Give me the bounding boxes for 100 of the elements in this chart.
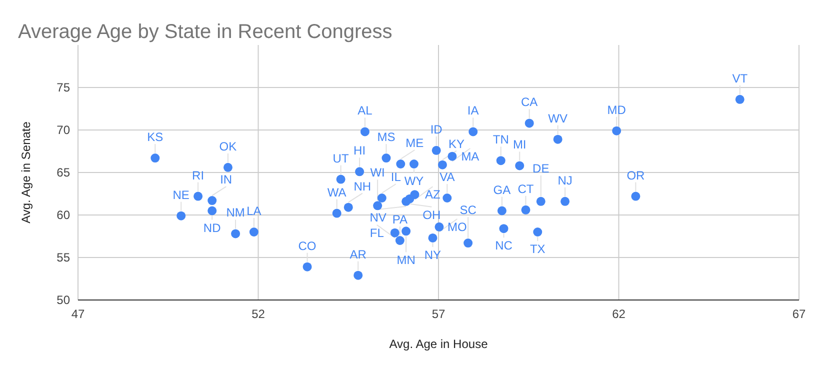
annotation: AR: [350, 247, 367, 262]
annotation: VT: [732, 71, 748, 86]
annotation: MN: [396, 253, 416, 268]
point: [208, 196, 217, 206]
point: [344, 202, 353, 212]
annotation: ND: [203, 220, 222, 235]
point: [231, 229, 240, 238]
point: [409, 160, 418, 168]
annotation: UT: [332, 151, 350, 166]
annotation: WV: [548, 111, 568, 126]
chart-title: Average Age by State in Recent Congress: [18, 21, 392, 43]
point: [521, 205, 530, 214]
point: [249, 228, 258, 236]
x-tick-label: 52: [252, 307, 266, 321]
point: [468, 127, 478, 136]
point: [208, 206, 217, 216]
point: [373, 201, 382, 210]
annotation: LA: [246, 204, 262, 218]
point: [223, 162, 232, 172]
point: [631, 192, 640, 201]
point: [360, 127, 370, 136]
point: [194, 192, 203, 201]
annotation: AL: [358, 104, 373, 118]
point: [355, 167, 364, 176]
annotation: CA: [521, 95, 538, 110]
point: [515, 161, 524, 170]
point: [390, 228, 400, 238]
annotation: SC: [460, 203, 477, 218]
point: [302, 262, 312, 272]
annotation: VA: [440, 170, 455, 184]
x-tick-label: 67: [792, 307, 806, 321]
annotation: WY: [404, 174, 424, 188]
y-tick-label: 65: [56, 166, 70, 180]
point: [150, 154, 160, 163]
point: [496, 156, 506, 166]
annotation: NV: [370, 210, 386, 224]
y-tick-label: 75: [56, 80, 70, 94]
annotation: MD: [607, 102, 626, 117]
annotation: OH: [422, 208, 441, 222]
x-axis-title: Avg. Age in House: [389, 337, 488, 351]
annotation: NJ: [558, 173, 572, 188]
y-tick-label: 70: [56, 123, 70, 137]
point: [402, 226, 411, 236]
annotation: NE: [172, 188, 190, 202]
point: [434, 222, 444, 232]
y-axis-title: Avg. Age in Senate: [19, 121, 33, 224]
point: [533, 228, 542, 236]
annotation: DE: [532, 161, 550, 176]
annotation: NH: [354, 179, 372, 194]
annotation: CT: [518, 182, 534, 196]
y-tick-label: 60: [56, 208, 70, 222]
point: [553, 134, 562, 144]
annotation: TX: [530, 242, 546, 256]
annotation: OK: [219, 139, 237, 154]
annotation: GA: [493, 182, 511, 197]
annotation: ME: [406, 136, 424, 150]
x-tick-label: 62: [612, 307, 626, 321]
annotation: FL: [370, 226, 384, 240]
point: [438, 160, 447, 170]
annotation: OR: [626, 168, 646, 182]
point: [735, 94, 744, 104]
x-tick-label: 47: [71, 307, 85, 321]
annotation: IN: [220, 172, 232, 187]
point: [524, 118, 534, 128]
annotation: WA: [327, 185, 346, 200]
annotation: KS: [147, 130, 164, 144]
annotation: CO: [298, 238, 316, 253]
annotation: MS: [377, 130, 396, 144]
annotation: NM: [226, 206, 245, 220]
point: [442, 194, 452, 202]
point: [402, 196, 411, 206]
point: [354, 270, 363, 280]
annotation: MA: [461, 149, 480, 164]
point: [560, 196, 570, 206]
point: [432, 146, 441, 155]
x-tick-label: 57: [432, 307, 446, 321]
point: [428, 233, 438, 242]
point: [497, 206, 506, 216]
point: [382, 154, 391, 163]
annotation: MO: [448, 220, 467, 234]
annotation: KY: [448, 136, 464, 151]
point: [536, 196, 546, 206]
annotation: NC: [495, 238, 513, 253]
annotation: WI: [370, 166, 385, 180]
point: [332, 208, 342, 218]
point: [176, 211, 186, 220]
point: [499, 224, 508, 234]
annotation: AZ: [425, 188, 440, 202]
annotation: RI: [192, 168, 204, 182]
annotation: IA: [467, 104, 479, 118]
annotation: TN: [492, 132, 509, 147]
annotation: NY: [424, 248, 442, 262]
y-tick-label: 55: [56, 250, 70, 264]
annotation: ID: [430, 122, 443, 136]
point: [396, 160, 406, 168]
point: [336, 174, 346, 184]
point: [395, 236, 404, 245]
point: [612, 126, 622, 136]
annotation: HI: [354, 144, 366, 158]
y-tick-label: 50: [56, 293, 70, 307]
